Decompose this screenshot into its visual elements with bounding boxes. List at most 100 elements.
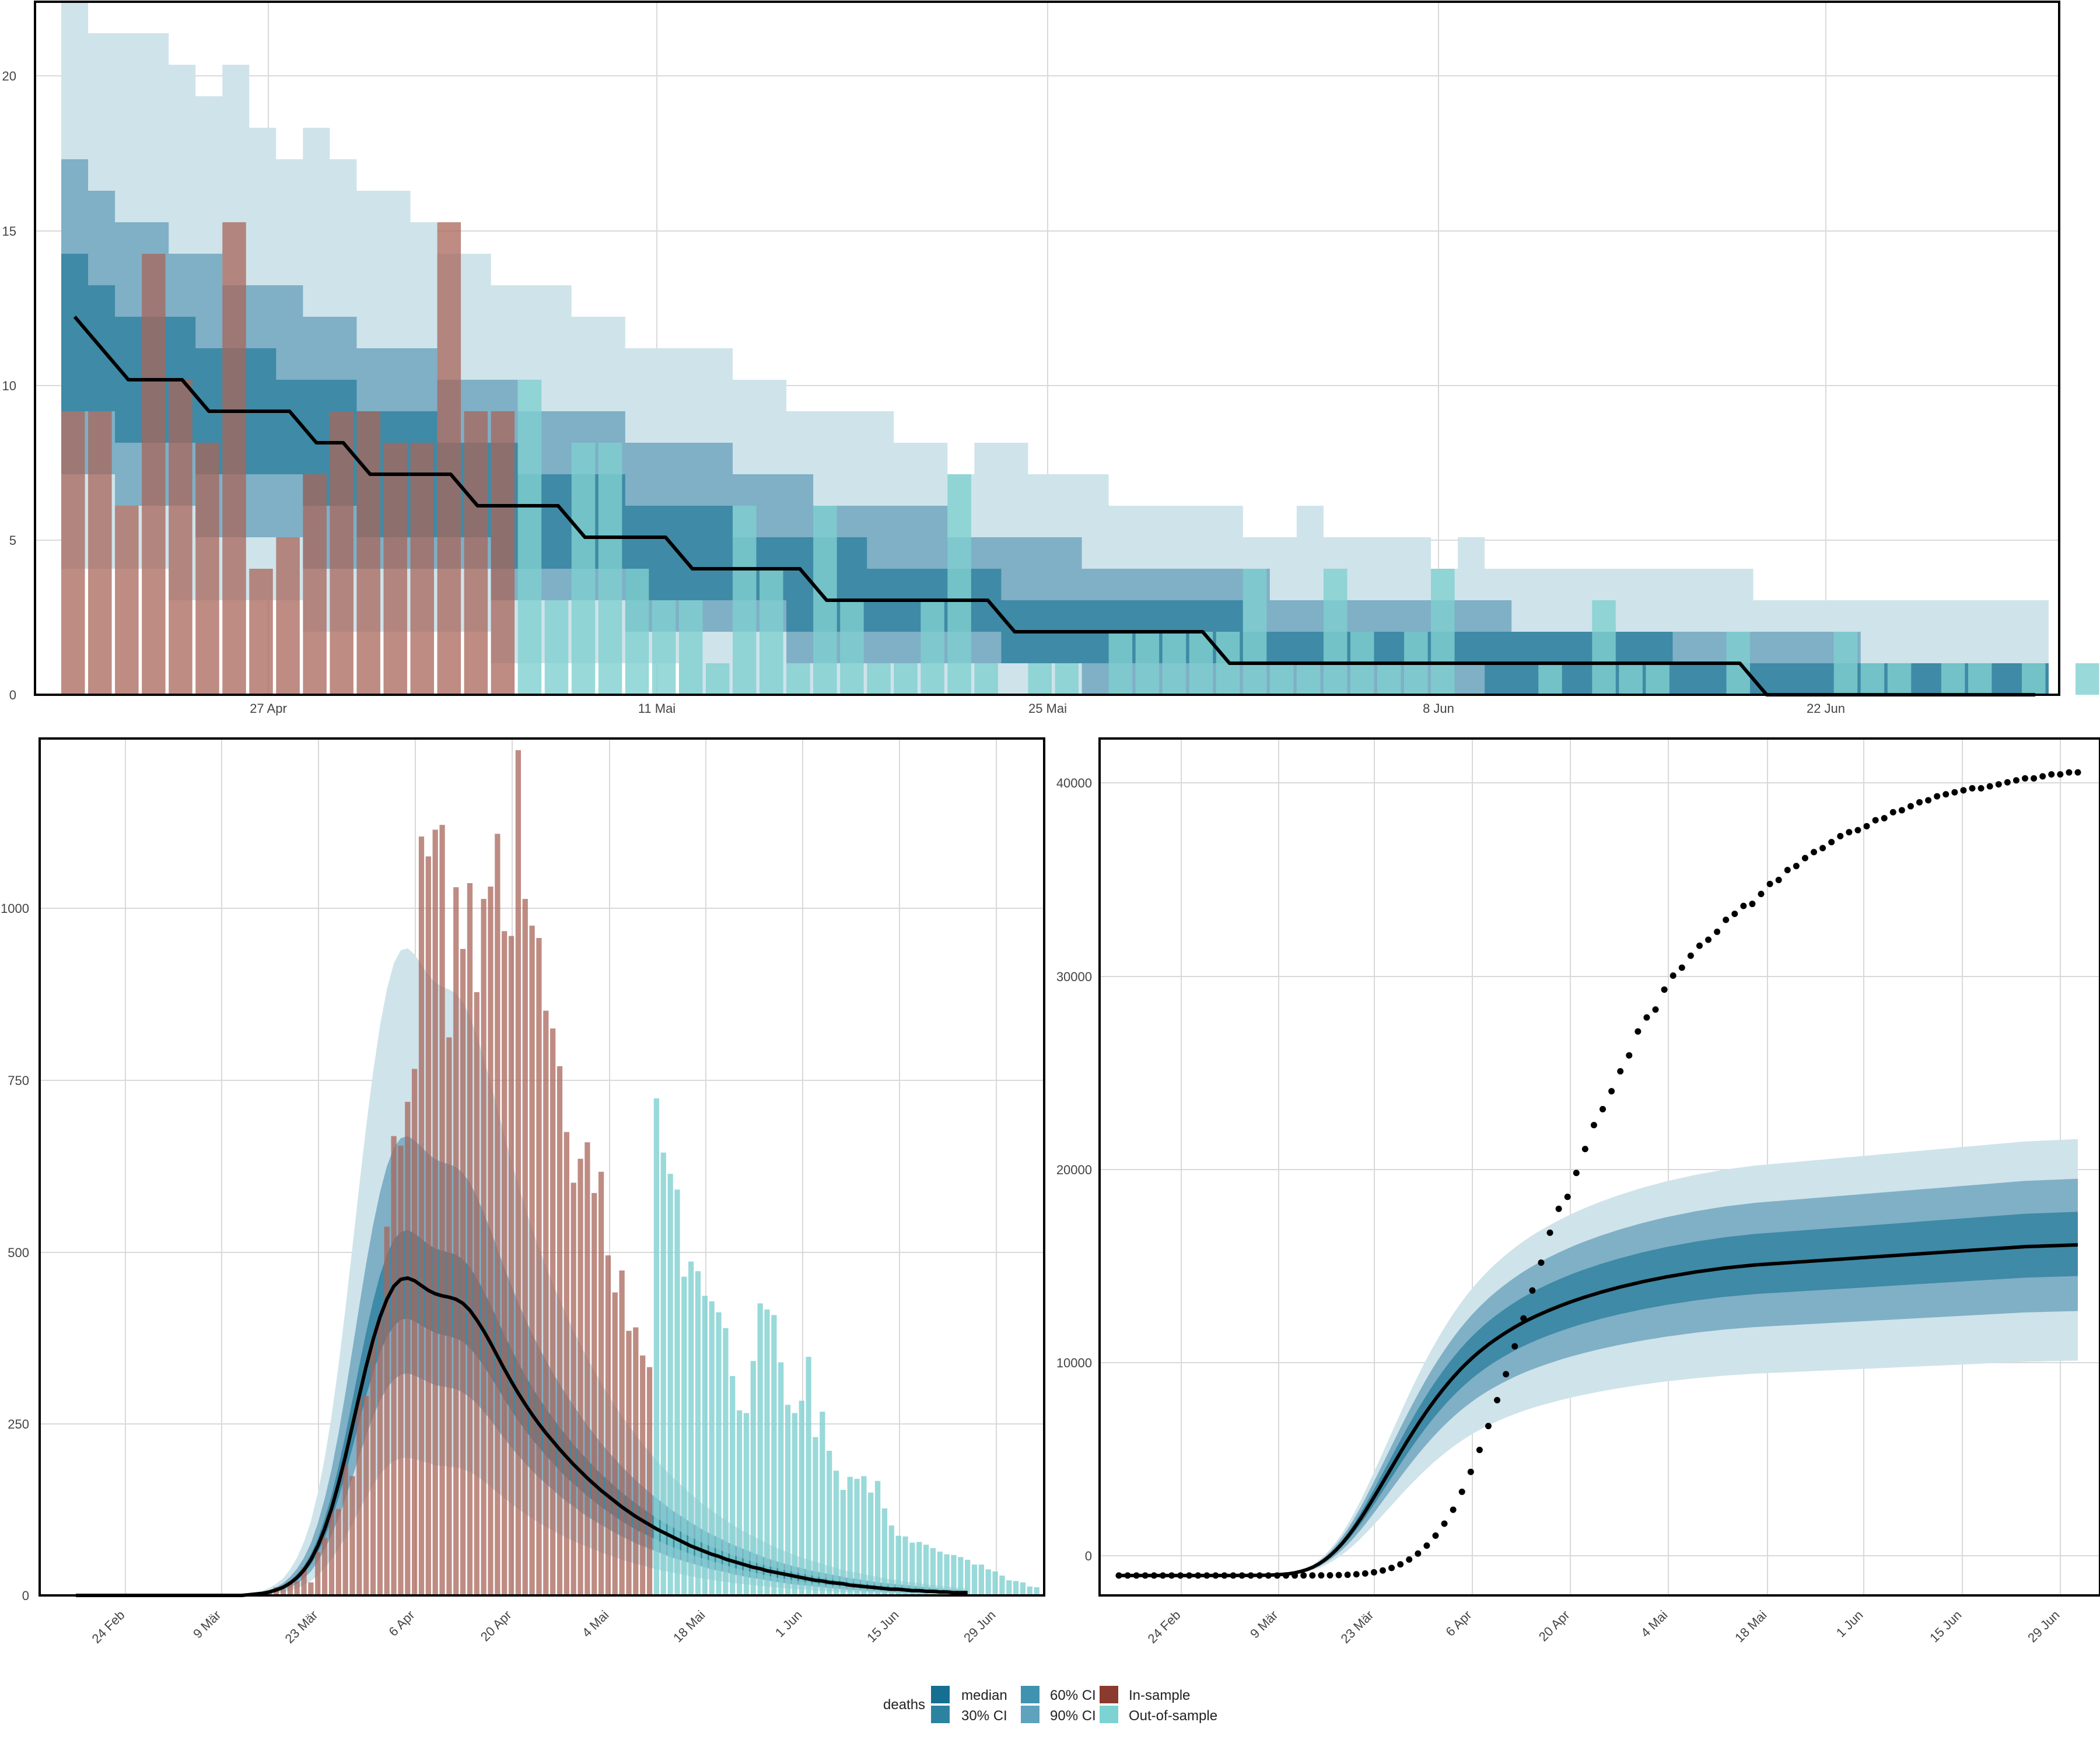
br-observed-point: [1661, 986, 1668, 993]
top-out-of-sample-bar: [1296, 663, 1321, 695]
bl-out-of-sample-bar: [730, 1376, 736, 1595]
br-observed-point: [1766, 880, 1773, 887]
br-observed-point: [1916, 799, 1923, 806]
top-in-sample-bar: [88, 411, 112, 695]
br-observed-point: [1511, 1343, 1518, 1350]
top-out-of-sample-bar: [947, 474, 971, 695]
bl-in-sample-bar: [474, 992, 480, 1595]
br-observed-point: [1133, 1572, 1140, 1579]
br-observed-point: [1397, 1561, 1404, 1568]
top-y-tick-label: 10: [2, 379, 16, 393]
top-in-sample-bar: [249, 569, 273, 695]
legend-label-ci90: 90% CI: [1050, 1708, 1096, 1724]
top-out-of-sample-bar: [1242, 569, 1267, 695]
bl-x-tick-label: 20 Apr: [478, 1608, 514, 1644]
top-in-sample-bar: [410, 443, 435, 695]
br-observed-point: [1494, 1396, 1501, 1404]
bl-out-of-sample-bar: [813, 1437, 818, 1595]
br-observed-point: [1960, 787, 1967, 794]
br-observed-point: [2074, 769, 2081, 776]
bl-in-sample-bar: [529, 925, 535, 1595]
top-out-of-sample-bar: [1377, 663, 1401, 695]
br-observed-point: [1872, 817, 1879, 824]
bl-in-sample-bar: [321, 1538, 328, 1595]
br-observed-point: [1283, 1572, 1290, 1579]
bl-out-of-sample-bar: [985, 1569, 991, 1595]
br-observed-point: [1846, 829, 1853, 836]
br-observed-point: [1696, 942, 1703, 949]
br-observed-point: [1115, 1572, 1122, 1579]
legend-swatch-in-sample: [1100, 1686, 1118, 1703]
bl-out-of-sample-bar: [847, 1476, 853, 1595]
br-observed-point: [1995, 781, 2002, 788]
br-x-tick-label: 4 Mai: [1638, 1608, 1671, 1640]
top-out-of-sample-bar: [974, 663, 998, 695]
top-out-of-sample-bar: [1619, 663, 1643, 695]
bl-x-tick-label: 29 Jun: [961, 1608, 998, 1645]
br-observed-point: [1256, 1572, 1263, 1579]
br-observed-point: [1581, 1146, 1588, 1153]
bl-x-tick-label: 24 Feb: [89, 1608, 127, 1646]
top-out-of-sample-bar: [1646, 663, 1670, 695]
bl-in-sample-bar: [342, 1464, 348, 1595]
bl-out-of-sample-bar: [778, 1362, 784, 1595]
top-x-tick-label: 25 Mai: [1028, 701, 1067, 716]
bl-out-of-sample-bar: [785, 1405, 791, 1595]
br-observed-point: [1450, 1506, 1457, 1513]
br-observed-point: [1476, 1447, 1483, 1454]
top-out-of-sample-bar: [2021, 663, 2046, 695]
bl-in-sample-bar: [508, 936, 514, 1595]
br-x-tick-label: 1 Jun: [1833, 1608, 1866, 1640]
br-observed-point: [1318, 1572, 1325, 1579]
top-out-of-sample-bar: [1108, 632, 1133, 695]
br-observed-point: [1951, 789, 1958, 796]
bl-y-tick-label: 0: [22, 1588, 29, 1603]
br-observed-point: [1300, 1572, 1307, 1579]
bl-in-sample-bar: [439, 825, 445, 1595]
br-observed-point: [1520, 1315, 1527, 1322]
bl-out-of-sample-bar: [702, 1296, 708, 1595]
bl-out-of-sample-bar: [965, 1559, 971, 1595]
br-observed-point: [1643, 1014, 1650, 1021]
br-observed-point: [1634, 1028, 1642, 1035]
bl-in-sample-bar: [356, 1398, 362, 1595]
legend-swatch-median: [931, 1686, 950, 1703]
top-in-sample-bar: [330, 411, 354, 695]
br-observed-point: [2013, 777, 2020, 784]
top-out-of-sample-bar: [1887, 663, 1912, 695]
br-observed-point: [1423, 1542, 1430, 1549]
bl-in-sample-bar: [633, 1327, 639, 1595]
bl-in-sample-bar: [570, 1182, 576, 1595]
bl-ci30-band: [76, 1230, 968, 1595]
br-observed-point: [2057, 771, 2064, 778]
bl-out-of-sample-bar: [978, 1564, 984, 1595]
top-y-tick-label: 5: [9, 533, 16, 548]
bl-in-sample-bar: [536, 937, 542, 1595]
br-observed-point: [1203, 1572, 1210, 1579]
legend-label-ci30: 30% CI: [961, 1708, 1007, 1724]
top-out-of-sample-bar: [1055, 663, 1079, 695]
br-observed-point: [1265, 1572, 1272, 1579]
bl-in-sample-bar: [460, 949, 466, 1595]
bl-in-sample-bar: [405, 1101, 411, 1595]
br-observed-point: [2039, 773, 2046, 780]
br-observed-point: [1388, 1564, 1395, 1572]
bl-x-tick-label: 1 Jun: [772, 1608, 805, 1640]
top-out-of-sample-bar: [733, 506, 757, 695]
br-observed-point: [1934, 793, 1941, 800]
br-observed-point: [1247, 1572, 1254, 1579]
br-observed-point: [1600, 1105, 1606, 1112]
top-out-of-sample-bar: [1538, 663, 1562, 695]
bl-in-sample-bar: [481, 898, 487, 1595]
top-out-of-sample-bar: [1135, 632, 1160, 695]
br-observed-point: [1907, 803, 1914, 810]
br-observed-point: [1538, 1259, 1545, 1266]
bl-out-of-sample-bar: [833, 1471, 839, 1595]
bl-out-of-sample-bar: [667, 1174, 673, 1595]
top-in-sample-bar: [383, 443, 408, 695]
bl-in-sample-bar: [605, 1255, 611, 1595]
bl-out-of-sample-bar: [902, 1536, 908, 1595]
bl-in-sample-bar: [315, 1552, 321, 1595]
bl-out-of-sample-bar: [820, 1412, 825, 1595]
